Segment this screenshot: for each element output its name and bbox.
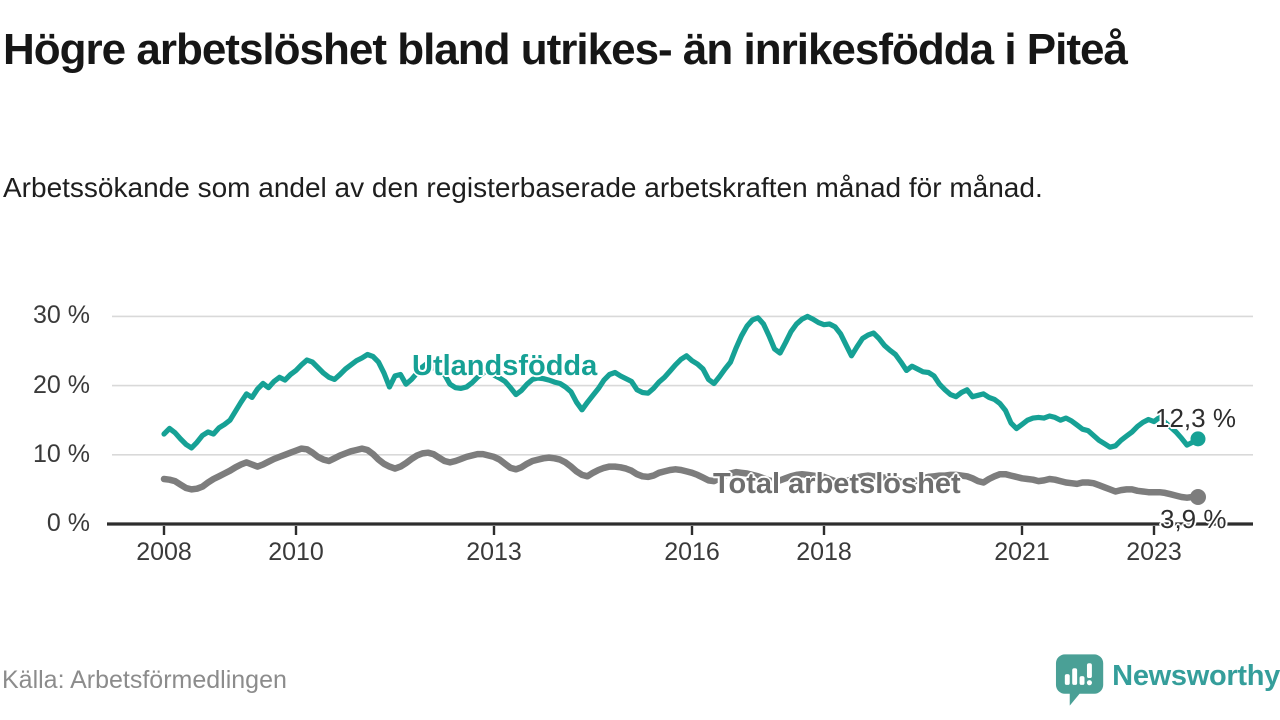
x-axis-label: 2021	[994, 538, 1050, 566]
end-value-label-total: 3,9 %	[1160, 504, 1227, 534]
x-axis-label: 2018	[796, 538, 852, 566]
y-axis-label: 0 %	[46, 509, 90, 537]
newsworthy-wordmark: Newsworthy	[1112, 659, 1280, 692]
series-label-total-arbetsloshet: Total arbetslöshet	[713, 468, 961, 500]
series-label-utlandsfodda: Utlandsfödda	[412, 350, 598, 382]
x-axis-label: 2023	[1126, 538, 1182, 566]
y-axis-label: 30 %	[33, 301, 90, 330]
y-axis-label: 10 %	[33, 439, 90, 468]
x-axis-label: 2010	[268, 538, 324, 566]
end-value-label-utlandsfodda: 12,3 %	[1155, 403, 1236, 433]
page-title: Högre arbetslöshet bland utrikes- än inr…	[3, 25, 1128, 74]
source-attribution: Källa: Arbetsförmedlingen	[2, 666, 287, 694]
chart-subtitle: Arbetssökande som andel av den registerb…	[3, 172, 1043, 203]
y-axis-label: 20 %	[33, 370, 90, 399]
newsworthy-speech-bubble-bar-chart-icon	[1055, 654, 1104, 706]
x-axis-label: 2008	[136, 538, 192, 566]
x-axis-label: 2016	[664, 538, 720, 566]
x-axis-label: 2013	[466, 538, 522, 566]
newsworthy-logo: Newsworthy	[1054, 652, 1280, 708]
